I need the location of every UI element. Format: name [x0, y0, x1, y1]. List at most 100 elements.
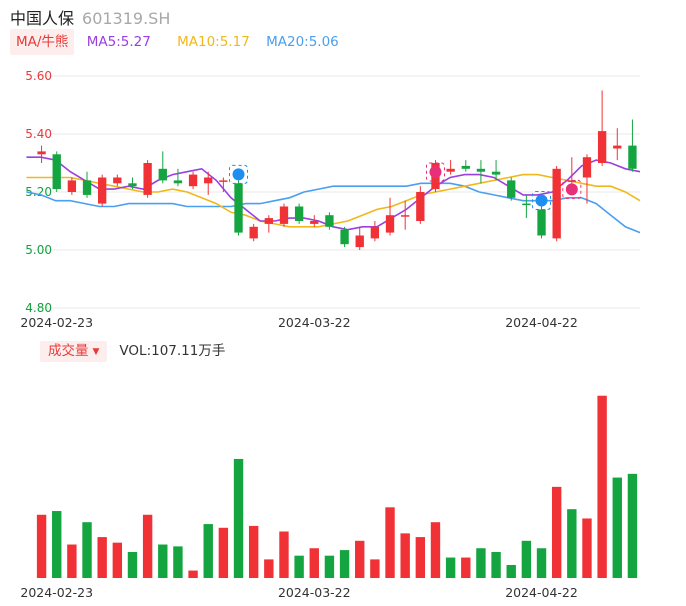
candle-body: [279, 206, 289, 224]
stock-name: 中国人保: [10, 9, 75, 28]
candle-body: [249, 226, 258, 239]
volume-bar: [67, 544, 77, 578]
volume-bar: [627, 473, 638, 578]
volume-bar: [142, 514, 153, 578]
volume-tab-label: 成交量: [48, 343, 89, 359]
volume-bar: [173, 546, 183, 578]
volume-bar: [112, 542, 123, 578]
candle-body: [294, 206, 304, 221]
volume-value: VOL:107.11万手: [119, 343, 226, 359]
volume-bar: [339, 550, 350, 578]
volume-bar: [82, 522, 92, 578]
volume-bar: [309, 548, 319, 578]
volume-bar: [415, 537, 426, 578]
candle-body: [67, 180, 77, 192]
volume-bar: [597, 395, 607, 578]
candle-body: [98, 177, 107, 204]
candle-body: [310, 221, 319, 224]
x-tick-label: 2024-03-22: [278, 315, 351, 330]
candle-body: [416, 192, 425, 221]
candle-body: [52, 154, 61, 190]
candle-body: [385, 215, 395, 233]
candle-body: [158, 168, 167, 181]
volume-bar: [233, 458, 244, 578]
candle-body: [37, 151, 46, 155]
candle-body: [613, 145, 622, 149]
candle-body: [491, 171, 501, 175]
candle-body: [522, 203, 531, 206]
candle-body: [401, 215, 410, 217]
candle-body: [143, 163, 152, 195]
candle-body: [628, 145, 637, 169]
volume-bar: [536, 548, 547, 578]
y-tick-label: 5.60: [25, 69, 52, 83]
caret-down-icon: ▼: [92, 347, 100, 357]
stock-title-row: 中国人保 601319.SH: [10, 5, 171, 28]
ma-legend-row: MA/牛熊 MA5:5.27 MA10:5.17 MA20:5.06: [10, 29, 339, 55]
x-tick-label: 2024-02-23: [20, 315, 93, 330]
volume-bar: [324, 555, 335, 578]
stock-code: 601319.SH: [82, 9, 171, 28]
volume-bar: [248, 525, 259, 578]
volume-indicator-selector[interactable]: 成交量 ▼: [40, 341, 108, 362]
volume-bar: [218, 527, 229, 578]
ma5-legend: MA5:5.27: [86, 34, 151, 50]
volume-bar: [582, 518, 592, 578]
signal-marker-frame: [532, 191, 552, 210]
candle-body: [567, 180, 576, 182]
volume-bar: [294, 555, 304, 578]
candle-body: [476, 168, 486, 172]
y-tick-label: 5.20: [25, 185, 52, 199]
candle-body: [264, 218, 273, 224]
candle-body: [234, 183, 243, 233]
volume-bar: [264, 559, 274, 578]
candle-body: [219, 180, 228, 182]
candle-body: [188, 174, 198, 187]
candle-body: [82, 180, 92, 195]
candle-body: [446, 168, 455, 172]
candle-body: [552, 168, 561, 239]
ma-type-selector[interactable]: MA/牛熊: [10, 29, 75, 55]
y-tick-label: 5.40: [25, 127, 52, 141]
y-tick-label: 5.00: [25, 243, 52, 257]
ma20-legend: MA20:5.06: [266, 34, 339, 50]
ma10-legend: MA10:5.17: [177, 34, 250, 50]
volume-bar: [355, 540, 365, 578]
candle-body: [113, 177, 122, 184]
bull-signal-icon: [429, 166, 442, 178]
x-tick-label: 2024-04-22: [505, 585, 578, 600]
volume-bar: [385, 507, 395, 578]
candle-body: [355, 235, 364, 248]
candle-body: [325, 215, 334, 227]
bear-signal-icon: [232, 168, 245, 181]
volume-bar: [491, 551, 501, 578]
volume-bar: [158, 544, 168, 578]
candle-body: [204, 177, 213, 184]
volume-bar: [551, 486, 562, 578]
volume-bar: [476, 548, 486, 578]
volume-bar: [612, 477, 622, 578]
volume-bar: [279, 531, 289, 578]
candle-body: [370, 226, 380, 239]
candle-body: [597, 131, 607, 163]
volume-bar: [52, 511, 62, 578]
candle-body: [507, 180, 516, 198]
volume-bar: [97, 537, 107, 578]
volume-bar: [127, 551, 138, 578]
signal-marker-frame: [562, 179, 582, 199]
candle-body: [173, 180, 183, 184]
candle-body: [461, 165, 470, 169]
volume-bar: [445, 557, 456, 578]
candle-body: [537, 209, 546, 236]
volume-bar: [370, 559, 380, 578]
volume-bar: [521, 540, 532, 578]
y-tick-label: 4.80: [25, 301, 52, 315]
volume-bar: [506, 564, 516, 578]
volume-bar: [461, 557, 471, 578]
candle-body: [340, 229, 349, 245]
candle-body: [128, 183, 137, 187]
volume-bar: [36, 514, 47, 578]
volume-bar: [567, 509, 577, 578]
x-tick-label: 2024-03-22: [278, 585, 351, 600]
